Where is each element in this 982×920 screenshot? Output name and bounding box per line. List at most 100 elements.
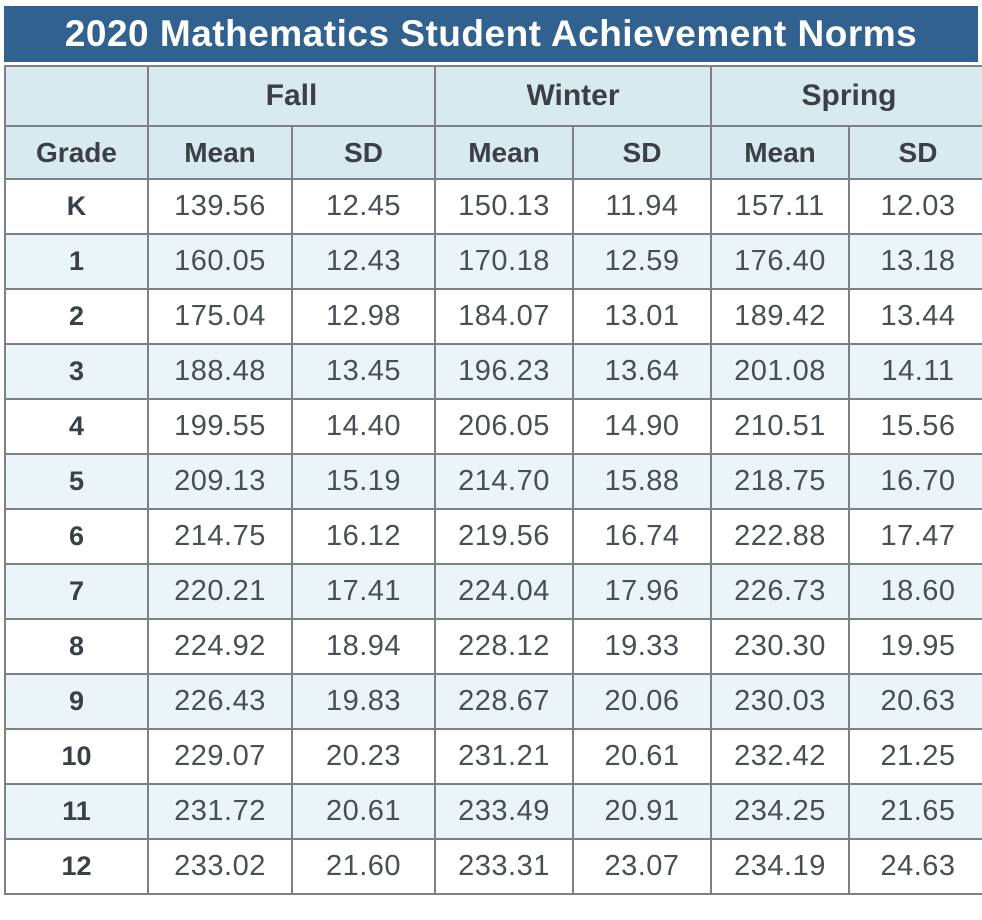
- value-cell: 230.03: [710, 673, 850, 730]
- value-cell: 218.75: [710, 453, 850, 510]
- value-cell: 199.55: [147, 398, 293, 455]
- winter-sd-header: SD: [572, 125, 712, 180]
- value-cell: 228.12: [434, 618, 574, 675]
- value-cell: 23.07: [572, 838, 712, 895]
- value-cell: 170.18: [434, 233, 574, 290]
- value-cell: 21.25: [848, 728, 982, 785]
- value-cell: 233.49: [434, 783, 574, 840]
- value-cell: 20.61: [572, 728, 712, 785]
- table-row: 10 229.07 20.23 231.21 20.61 232.42 21.25: [4, 728, 982, 785]
- grade-cell: 2: [4, 288, 149, 345]
- grade-cell: K: [4, 178, 149, 235]
- winter-mean-header: Mean: [434, 125, 574, 180]
- value-cell: 188.48: [147, 343, 293, 400]
- value-cell: 20.23: [291, 728, 436, 785]
- value-cell: 229.07: [147, 728, 293, 785]
- grade-cell: 11: [4, 783, 149, 840]
- value-cell: 12.59: [572, 233, 712, 290]
- value-cell: 20.63: [848, 673, 982, 730]
- value-cell: 210.51: [710, 398, 850, 455]
- table-row: 5 209.13 15.19 214.70 15.88 218.75 16.70: [4, 453, 982, 510]
- value-cell: 219.56: [434, 508, 574, 565]
- value-cell: 20.06: [572, 673, 712, 730]
- value-cell: 16.12: [291, 508, 436, 565]
- value-cell: 13.64: [572, 343, 712, 400]
- fall-sd-header: SD: [291, 125, 436, 180]
- grade-cell: 1: [4, 233, 149, 290]
- value-cell: 233.31: [434, 838, 574, 895]
- value-cell: 201.08: [710, 343, 850, 400]
- value-cell: 189.42: [710, 288, 850, 345]
- spring-mean-header: Mean: [710, 125, 850, 180]
- value-cell: 11.94: [572, 178, 712, 235]
- value-cell: 232.42: [710, 728, 850, 785]
- table-row: 2 175.04 12.98 184.07 13.01 189.42 13.44: [4, 288, 982, 345]
- table-row: K 139.56 12.45 150.13 11.94 157.11 12.03: [4, 178, 982, 235]
- value-cell: 19.95: [848, 618, 982, 675]
- value-cell: 230.30: [710, 618, 850, 675]
- grade-cell: 5: [4, 453, 149, 510]
- value-cell: 231.21: [434, 728, 574, 785]
- value-cell: 13.01: [572, 288, 712, 345]
- value-cell: 15.88: [572, 453, 712, 510]
- table-row: 12 233.02 21.60 233.31 23.07 234.19 24.63: [4, 838, 982, 895]
- value-cell: 16.70: [848, 453, 982, 510]
- value-cell: 13.44: [848, 288, 982, 345]
- value-cell: 14.11: [848, 343, 982, 400]
- corner-cell: [4, 65, 149, 127]
- value-cell: 224.04: [434, 563, 574, 620]
- fall-mean-header: Mean: [147, 125, 293, 180]
- season-header-fall: Fall: [147, 65, 436, 127]
- value-cell: 175.04: [147, 288, 293, 345]
- value-cell: 139.56: [147, 178, 293, 235]
- value-cell: 234.19: [710, 838, 850, 895]
- value-cell: 196.23: [434, 343, 574, 400]
- table-row: 11 231.72 20.61 233.49 20.91 234.25 21.65: [4, 783, 982, 840]
- grade-cell: 12: [4, 838, 149, 895]
- value-cell: 150.13: [434, 178, 574, 235]
- value-cell: 222.88: [710, 508, 850, 565]
- grade-cell: 8: [4, 618, 149, 675]
- value-cell: 12.03: [848, 178, 982, 235]
- value-cell: 157.11: [710, 178, 850, 235]
- value-cell: 209.13: [147, 453, 293, 510]
- value-cell: 20.91: [572, 783, 712, 840]
- value-cell: 233.02: [147, 838, 293, 895]
- value-cell: 15.19: [291, 453, 436, 510]
- table-row: 7 220.21 17.41 224.04 17.96 226.73 18.60: [4, 563, 982, 620]
- grade-cell: 4: [4, 398, 149, 455]
- grade-cell: 7: [4, 563, 149, 620]
- value-cell: 226.73: [710, 563, 850, 620]
- value-cell: 19.83: [291, 673, 436, 730]
- grade-cell: 3: [4, 343, 149, 400]
- value-cell: 17.47: [848, 508, 982, 565]
- value-cell: 12.43: [291, 233, 436, 290]
- season-header-row: Fall Winter Spring: [4, 65, 982, 127]
- value-cell: 160.05: [147, 233, 293, 290]
- value-cell: 20.61: [291, 783, 436, 840]
- value-cell: 15.56: [848, 398, 982, 455]
- table-row: 4 199.55 14.40 206.05 14.90 210.51 15.56: [4, 398, 982, 455]
- table-row: 1 160.05 12.43 170.18 12.59 176.40 13.18: [4, 233, 982, 290]
- value-cell: 12.45: [291, 178, 436, 235]
- value-cell: 18.60: [848, 563, 982, 620]
- value-cell: 214.70: [434, 453, 574, 510]
- grade-cell: 6: [4, 508, 149, 565]
- value-cell: 228.67: [434, 673, 574, 730]
- table-row: 3 188.48 13.45 196.23 13.64 201.08 14.11: [4, 343, 982, 400]
- season-header-spring: Spring: [710, 65, 982, 127]
- grade-cell: 10: [4, 728, 149, 785]
- value-cell: 19.33: [572, 618, 712, 675]
- value-cell: 12.98: [291, 288, 436, 345]
- value-cell: 21.60: [291, 838, 436, 895]
- value-cell: 206.05: [434, 398, 574, 455]
- value-cell: 17.41: [291, 563, 436, 620]
- grade-column-header: Grade: [4, 125, 149, 180]
- stat-header-row: Grade Mean SD Mean SD Mean SD: [4, 125, 982, 180]
- grade-cell: 9: [4, 673, 149, 730]
- value-cell: 226.43: [147, 673, 293, 730]
- value-cell: 234.25: [710, 783, 850, 840]
- table-body: K 139.56 12.45 150.13 11.94 157.11 12.03 1 160.0…: [4, 178, 982, 895]
- value-cell: 18.94: [291, 618, 436, 675]
